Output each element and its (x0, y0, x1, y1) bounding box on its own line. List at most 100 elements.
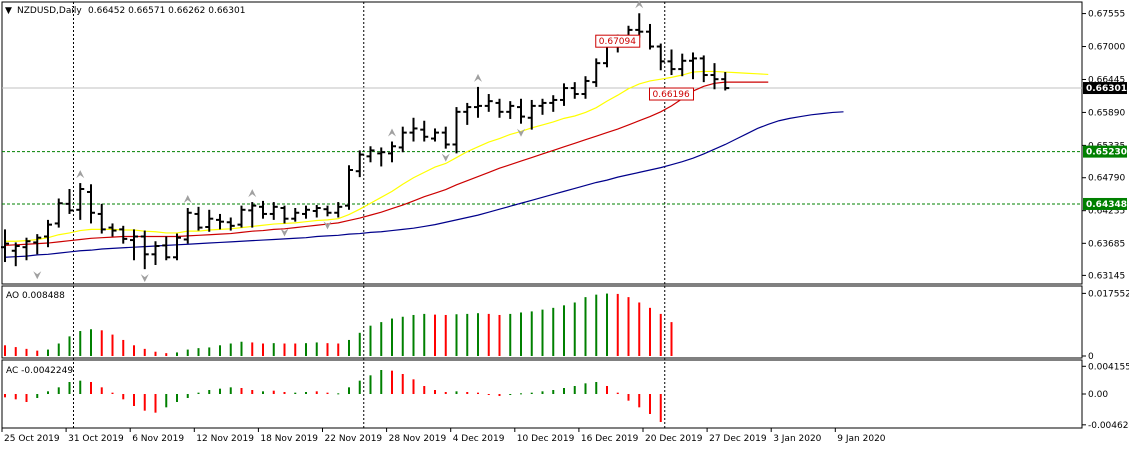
ac-y-tick-label: 0.004155 (1088, 362, 1129, 372)
price-panel: 0.67094 0.66196 (1, 0, 1082, 428)
ac-bar (487, 394, 490, 395)
ac-bar (563, 388, 565, 394)
ac-bar (616, 392, 619, 394)
ac-bar (380, 370, 383, 394)
x-tick-label: 3 Jan 2020 (773, 434, 821, 444)
fractal-down-icon (280, 228, 289, 237)
fractal-down-icon (517, 128, 525, 137)
fractal-down-icon (323, 221, 332, 230)
ao-bar (47, 349, 49, 356)
ao-bar (305, 343, 307, 356)
ohlc-bar (635, 13, 644, 38)
ao-bar (262, 343, 264, 356)
ac-bar (595, 382, 598, 394)
x-tick-label: 18 Nov 2019 (260, 434, 318, 444)
x-tick-label: 20 Dec 2019 (645, 434, 703, 444)
ac-bar (262, 391, 264, 394)
ac-bar (79, 380, 82, 394)
ac-title: AC -0.0042249 (6, 366, 73, 376)
ao-bar (444, 314, 447, 356)
ac-bar (530, 392, 533, 394)
ohlc-bar (377, 147, 386, 167)
ohlc-bar (226, 217, 235, 231)
ac-bar (348, 387, 350, 394)
ao-bar (57, 343, 60, 356)
ohlc-bar (667, 49, 676, 76)
ao-bar (4, 345, 6, 356)
level-price-label: 0.65230 (1086, 148, 1127, 158)
ohlc-bar (366, 146, 375, 163)
ac-bar (337, 393, 340, 395)
ac-bar (122, 394, 125, 400)
ao-bar (337, 343, 340, 356)
ac-bar (165, 394, 168, 408)
ohlc-bar (44, 219, 52, 248)
ao-bar (25, 348, 28, 356)
ao-bar (649, 307, 651, 356)
ao-bar (595, 294, 598, 356)
ao-bar (79, 331, 82, 356)
fractal-down-icon (33, 271, 42, 280)
ao-bar (391, 318, 393, 356)
ohlc-bar (452, 107, 461, 154)
ohlc-bar (54, 198, 63, 228)
ac-bar (90, 382, 92, 394)
ohlc-bar (65, 189, 74, 214)
ac-bar (219, 388, 221, 394)
ao-bar (659, 313, 662, 356)
x-tick-label: 10 Dec 2019 (517, 434, 575, 444)
ao-bar (36, 350, 39, 356)
ao-bar (143, 348, 146, 356)
ac-bar (305, 392, 307, 394)
ma-fast-line (5, 70, 769, 242)
ohlc-bar (108, 223, 117, 237)
fractal-up-icon (248, 189, 257, 198)
level-price-box (1083, 145, 1127, 158)
ao-bar (455, 314, 458, 356)
ohlc-bar (280, 205, 289, 224)
collapse-arrow-icon[interactable]: ▼ (5, 6, 12, 16)
ac-bar (251, 390, 254, 394)
ohlc-bar (345, 165, 353, 210)
price-y-tick-label: 0.64790 (1088, 174, 1125, 184)
ac-bar (412, 379, 415, 394)
ac-bar (659, 394, 662, 422)
ao-bar (552, 307, 555, 356)
ohlc-bar (495, 98, 504, 118)
ao-bar (111, 334, 114, 356)
ohlc-bar (248, 202, 257, 228)
ohlc-bar (87, 184, 95, 224)
ao-panel (4, 293, 673, 356)
ao-bar (380, 322, 383, 356)
price-y-tick-label: 0.67000 (1088, 43, 1125, 53)
level-price-label: 0.64348 (1086, 200, 1127, 210)
ohlc-bar (269, 202, 278, 220)
ohlc-bar (312, 205, 321, 218)
ac-bar (401, 374, 404, 394)
ao-bar (133, 345, 135, 356)
fractal-down-icon (441, 153, 450, 162)
ohlc-bar (538, 98, 547, 115)
ao-bar (122, 339, 125, 356)
ao-bar (606, 293, 608, 356)
ao-bar (423, 313, 426, 356)
ao-bar (573, 302, 576, 356)
ao-bar (584, 297, 587, 356)
ao-bar (176, 352, 178, 356)
ao-bar (541, 309, 544, 356)
ac-bar (584, 383, 587, 394)
ac-bar (208, 390, 211, 394)
ao-bar (466, 313, 469, 356)
ohlc-bar (259, 200, 267, 219)
level-price-box (1083, 197, 1127, 210)
ohlc-bar (721, 72, 730, 91)
ohlc-bar (409, 117, 418, 142)
ao-bar (477, 313, 479, 356)
ohlc-bar (33, 234, 42, 255)
ohlc-bar (656, 43, 665, 71)
fractal-down-icon (140, 274, 149, 283)
ac-bar (4, 394, 6, 398)
ac-bar (444, 392, 447, 394)
